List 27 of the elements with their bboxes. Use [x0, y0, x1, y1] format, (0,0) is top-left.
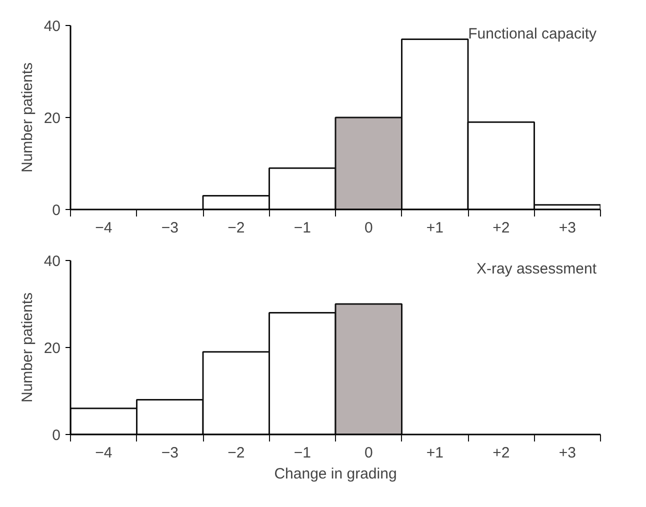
chart-title: X-ray assessment	[476, 260, 598, 278]
x-tick-label: +1	[426, 220, 444, 236]
y-tick-label: 20	[44, 110, 61, 127]
x-tick-label: −1	[294, 444, 311, 462]
y-tick-label: 20	[44, 340, 61, 357]
y-tick-label: 40	[44, 18, 61, 35]
y-tick-label: 0	[52, 427, 60, 444]
y-axis-title: Number patients	[18, 62, 36, 173]
y-tick-label: 0	[52, 202, 60, 219]
x-tick-label: −1	[294, 220, 311, 236]
x-tick-label: −2	[228, 444, 245, 462]
x-tick-label: 0	[364, 444, 373, 462]
x-tick-label: +3	[558, 444, 576, 462]
y-axis-title: Number patients	[18, 292, 36, 403]
x-tick-label: −3	[161, 220, 178, 236]
x-tick-label: −3	[161, 444, 178, 462]
x-tick-label: −4	[95, 220, 112, 236]
x-tick-label: +2	[492, 220, 510, 236]
x-tick-label: −2	[228, 220, 245, 236]
x-tick-label: +2	[492, 444, 510, 462]
x-tick-label: +3	[558, 220, 576, 236]
x-tick-label: 0	[364, 220, 373, 236]
x-tick-label: +1	[426, 444, 444, 462]
x-tick-label: −4	[95, 444, 112, 462]
chart-title: Functional capacity	[468, 26, 597, 42]
x-axis-title: Change in grading	[274, 466, 397, 482]
y-tick-label: 40	[44, 253, 61, 270]
